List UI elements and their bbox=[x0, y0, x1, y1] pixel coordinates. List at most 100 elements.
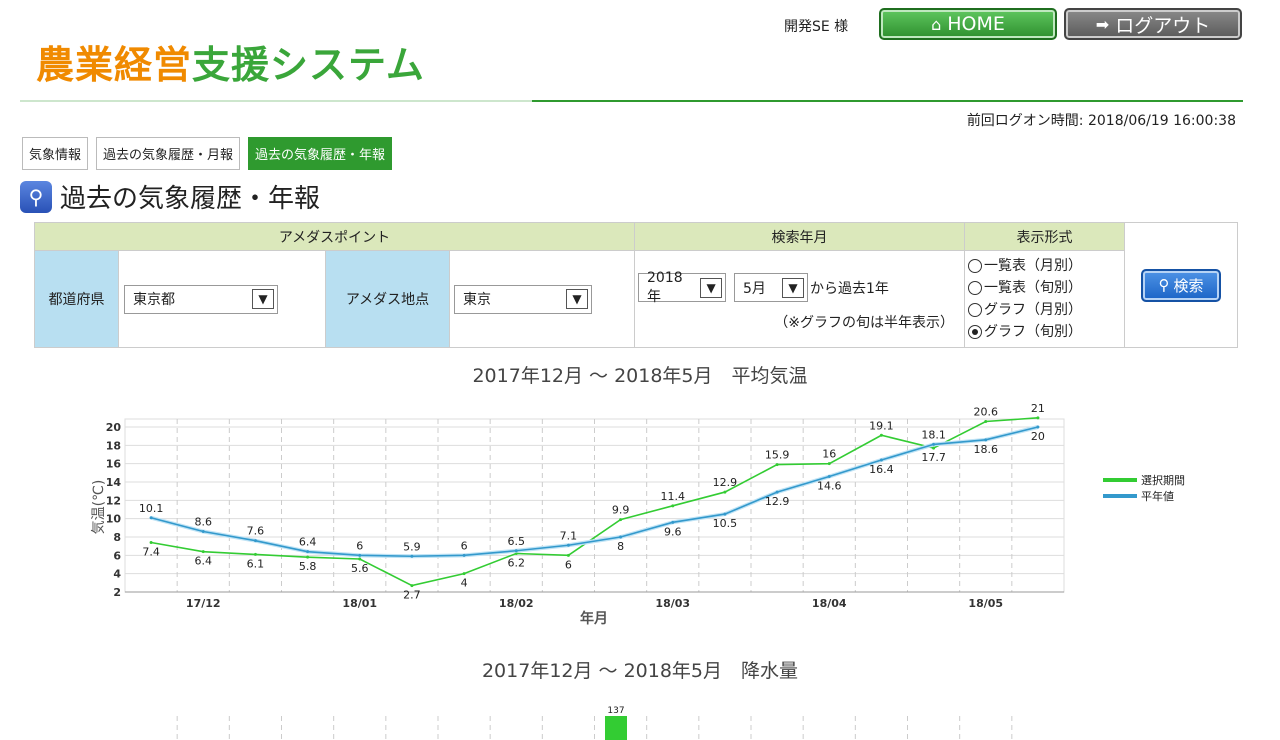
data-point bbox=[879, 458, 883, 462]
home-button[interactable]: ⌂ HOME bbox=[879, 8, 1057, 40]
data-point bbox=[306, 555, 310, 559]
data-point bbox=[358, 553, 362, 557]
header-divider-right bbox=[532, 100, 1243, 102]
data-label: 16.4 bbox=[869, 463, 894, 476]
search-button-cell: ⚲ 検索 bbox=[1124, 222, 1238, 348]
search-icon: ⚲ bbox=[1158, 276, 1170, 294]
data-label: 7.1 bbox=[560, 529, 578, 542]
data-label: 19.1 bbox=[869, 419, 894, 432]
data-point bbox=[619, 518, 623, 522]
data-point bbox=[1036, 416, 1040, 420]
data-label: 6.4 bbox=[195, 555, 213, 568]
y-tick-label: 2 bbox=[113, 586, 121, 599]
data-point bbox=[827, 462, 831, 466]
data-point bbox=[149, 541, 153, 544]
data-point bbox=[984, 420, 988, 423]
temp-chart-title: 2017年12月 〜 2018年5月 平均気温 bbox=[472, 365, 808, 387]
data-point bbox=[671, 504, 675, 508]
y-tick-label: 10 bbox=[106, 513, 122, 526]
data-point bbox=[410, 554, 414, 558]
legend-label: 選択期間 bbox=[1141, 473, 1185, 487]
tab-monthly-history[interactable]: 過去の気象履歴・月報 bbox=[96, 137, 241, 170]
data-label: 9.9 bbox=[612, 504, 630, 517]
data-point bbox=[306, 550, 310, 554]
y-tick-label: 16 bbox=[106, 458, 122, 471]
chevron-down-icon: ▼ bbox=[252, 289, 274, 309]
data-point bbox=[1036, 425, 1040, 429]
data-label: 20 bbox=[1031, 430, 1045, 443]
data-point bbox=[253, 539, 257, 543]
range-text: から過去1年 bbox=[810, 280, 889, 297]
radio-graph-monthly[interactable]: グラフ（月別） bbox=[968, 299, 1124, 321]
x-tick-label: 17/12 bbox=[186, 597, 221, 610]
tab-yearly-history[interactable]: 過去の気象履歴・年報 bbox=[248, 137, 393, 170]
data-point bbox=[253, 552, 257, 556]
amedas-point-select[interactable]: 東京 ▼ bbox=[454, 284, 592, 314]
y-tick-label: 20 bbox=[106, 421, 122, 434]
data-label: 6 bbox=[356, 539, 363, 552]
arrow-right-icon: ➡ bbox=[1095, 14, 1110, 34]
radio-graph-10day[interactable]: グラフ（旬別） bbox=[968, 321, 1124, 343]
y-axis-label: 気温(℃) bbox=[91, 480, 107, 535]
data-label: 5.9 bbox=[403, 540, 421, 553]
tab-bar: 気象情報 過去の気象履歴・月報 過去の気象履歴・年報 bbox=[22, 137, 393, 170]
month-select[interactable]: 5月 ▼ bbox=[734, 273, 808, 302]
amedas-header: アメダスポイント bbox=[34, 222, 635, 251]
last-login-time: 前回ログオン時間: 2018/06/19 16:00:38 bbox=[966, 113, 1236, 129]
data-point bbox=[566, 543, 570, 547]
data-label: 12.9 bbox=[713, 476, 738, 489]
radio-list-monthly[interactable]: 一覧表（月別） bbox=[968, 255, 1124, 277]
format-header: 表示形式 bbox=[964, 222, 1125, 251]
radio-circle bbox=[968, 303, 982, 317]
data-point bbox=[201, 550, 205, 554]
search-icon: ⚲ bbox=[20, 180, 52, 213]
pref-label: 都道府県 bbox=[34, 250, 119, 348]
year-select[interactable]: 2018年 ▼ bbox=[638, 270, 726, 305]
legend-swatch bbox=[1103, 494, 1137, 498]
data-label: 14.6 bbox=[817, 480, 842, 493]
data-label: 6.1 bbox=[247, 557, 265, 570]
chevron-down-icon: ▼ bbox=[782, 277, 804, 298]
data-label: 6.4 bbox=[299, 536, 317, 549]
data-point bbox=[358, 557, 362, 561]
x-tick-label: 18/02 bbox=[499, 597, 534, 610]
y-tick-label: 18 bbox=[106, 439, 121, 452]
data-point bbox=[462, 553, 466, 557]
data-label: 4 bbox=[461, 577, 468, 590]
rain-chart-title: 2017年12月 〜 2018年5月 降水量 bbox=[481, 660, 799, 682]
header-divider-left bbox=[20, 100, 532, 102]
data-label: 6 bbox=[461, 539, 468, 552]
data-label: 5.6 bbox=[351, 562, 369, 575]
data-label: 6 bbox=[565, 558, 572, 571]
legend-swatch bbox=[1103, 478, 1137, 482]
y-tick-label: 12 bbox=[106, 494, 121, 507]
amedas-point-label: アメダス地点 bbox=[325, 250, 450, 348]
search-button[interactable]: ⚲ 検索 bbox=[1141, 268, 1221, 302]
data-label: 7.4 bbox=[142, 546, 160, 559]
data-label: 12.9 bbox=[765, 495, 790, 508]
data-point bbox=[932, 446, 936, 450]
pref-select[interactable]: 東京都 ▼ bbox=[124, 284, 278, 314]
app-logo: 農業経営支援システム bbox=[36, 43, 425, 87]
data-point bbox=[723, 512, 727, 516]
data-label: 16 bbox=[822, 448, 836, 461]
data-label: 18.1 bbox=[921, 428, 946, 441]
point-cell: 東京 ▼ bbox=[449, 250, 635, 348]
y-tick-label: 6 bbox=[113, 549, 121, 562]
data-point bbox=[723, 490, 727, 494]
tab-weather-info[interactable]: 気象情報 bbox=[22, 137, 89, 170]
chevron-down-icon: ▼ bbox=[700, 277, 722, 298]
data-label: 20.6 bbox=[974, 406, 999, 419]
y-tick-label: 4 bbox=[113, 568, 121, 581]
graph-note: （※グラフの旬は半年表示） bbox=[774, 315, 954, 331]
page-title: ⚲ 過去の気象履歴・年報 bbox=[20, 178, 320, 215]
data-point bbox=[775, 490, 779, 494]
radio-list-10day[interactable]: 一覧表（旬別） bbox=[968, 277, 1124, 299]
data-point bbox=[566, 553, 570, 557]
home-icon: ⌂ bbox=[931, 14, 942, 34]
date-cell: 2018年 ▼ 5月 ▼ から過去1年 （※グラフの旬は半年表示） bbox=[634, 250, 965, 348]
data-point bbox=[827, 475, 831, 478]
logout-button[interactable]: ➡ ログアウト bbox=[1064, 8, 1242, 40]
data-label: 8.6 bbox=[195, 516, 213, 529]
legend-label: 平年値 bbox=[1141, 489, 1174, 503]
